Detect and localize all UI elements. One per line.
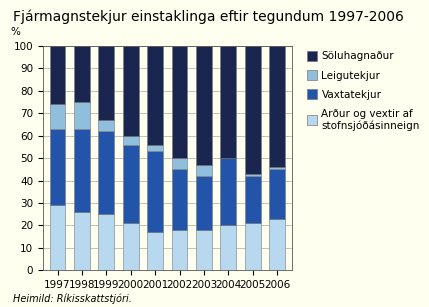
Bar [221,46,236,158]
Bar [147,145,163,151]
Bar [123,223,139,270]
Bar [196,165,212,176]
Legend: Söluhagnaður, Leigutekjur, Vaxtatekjur, Arður og vextir af
stofnsjóðásinneign: Söluhagnaður, Leigutekjur, Vaxtatekjur, … [307,51,420,131]
Bar [196,230,212,270]
Bar [221,225,236,270]
Bar [74,102,90,129]
Bar [269,219,285,270]
Bar [50,129,66,205]
Bar [147,232,163,270]
Bar [269,167,285,169]
Bar [98,120,114,131]
Bar [172,230,187,270]
Bar [269,46,285,167]
Bar [172,169,187,230]
Bar [221,158,236,225]
Bar [269,169,285,219]
Text: %: % [11,27,21,37]
Bar [123,136,139,145]
Bar [98,46,114,120]
Bar [245,176,260,223]
Bar [245,174,260,176]
Bar [245,46,260,174]
Bar [245,223,260,270]
Bar [50,104,66,129]
Bar [50,205,66,270]
Bar [172,46,187,158]
Bar [98,131,114,214]
Bar [98,214,114,270]
Bar [123,145,139,223]
Text: Heimild: Ríkisskattstjóri.: Heimild: Ríkisskattstjóri. [13,293,132,304]
Text: Fjármagnstekjur einstaklinga eftir tegundum 1997-2006: Fjármagnstekjur einstaklinga eftir tegun… [13,9,404,24]
Bar [172,158,187,169]
Bar [147,46,163,145]
Bar [147,151,163,232]
Bar [196,46,212,165]
Bar [74,212,90,270]
Bar [74,46,90,102]
Bar [196,176,212,230]
Bar [50,46,66,104]
Bar [123,46,139,136]
Bar [74,129,90,212]
